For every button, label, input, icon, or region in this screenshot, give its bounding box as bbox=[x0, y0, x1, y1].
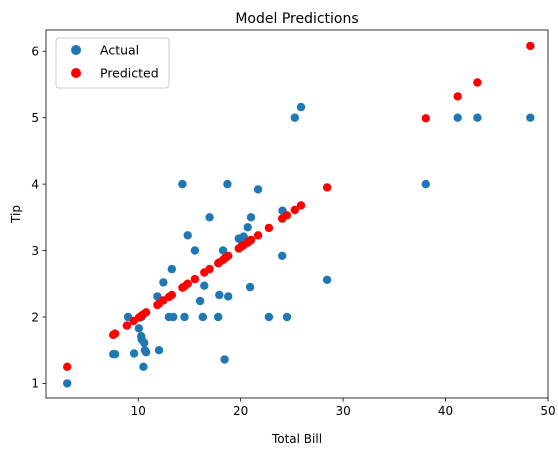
data-point-actual bbox=[473, 113, 482, 122]
data-point-actual bbox=[183, 231, 192, 240]
y-tick-label: 4 bbox=[31, 177, 39, 191]
data-point-actual bbox=[129, 349, 139, 358]
x-tick-label: 20 bbox=[233, 404, 248, 418]
y-tick-label: 5 bbox=[31, 111, 39, 125]
data-point-actual bbox=[215, 290, 224, 300]
legend: Actual Predicted bbox=[55, 37, 170, 89]
data-point-actual bbox=[220, 355, 229, 364]
data-point-actual bbox=[180, 312, 189, 322]
data-point-predicted bbox=[264, 223, 274, 233]
data-point-predicted bbox=[282, 211, 292, 220]
data-point-actual bbox=[322, 275, 332, 284]
x-tick-label: 40 bbox=[438, 404, 453, 418]
legend-box bbox=[55, 37, 170, 89]
data-point-actual bbox=[290, 113, 299, 122]
axes-frame bbox=[45, 29, 549, 399]
data-point-actual bbox=[453, 113, 462, 122]
data-point-actual bbox=[223, 179, 232, 189]
data-point-actual bbox=[214, 312, 223, 322]
plot-area bbox=[62, 41, 535, 388]
data-point-actual bbox=[195, 296, 205, 306]
data-point-actual bbox=[198, 312, 207, 322]
chart-title: Model Predictions bbox=[235, 11, 358, 27]
y-axis-label: Tip bbox=[9, 205, 23, 224]
data-point-actual bbox=[154, 346, 164, 355]
y-tick-label: 3 bbox=[31, 244, 39, 258]
data-point-actual bbox=[167, 264, 176, 274]
legend-label-predicted: Predicted bbox=[100, 66, 159, 81]
data-point-actual bbox=[264, 312, 274, 322]
axis-ticks: 10 20 30 40 50 1 2 3 4 5 6 bbox=[31, 45, 555, 418]
data-point-predicted bbox=[453, 92, 462, 101]
data-point-actual bbox=[253, 185, 263, 194]
legend-marker-predicted bbox=[71, 68, 81, 78]
data-point-predicted bbox=[167, 290, 176, 300]
data-point-actual bbox=[200, 281, 209, 290]
data-point-actual bbox=[224, 292, 233, 301]
x-tick-label: 30 bbox=[335, 404, 350, 418]
data-point-predicted bbox=[322, 183, 332, 192]
legend-label-actual: Actual bbox=[100, 43, 139, 58]
data-point-actual bbox=[159, 278, 168, 287]
data-point-actual bbox=[246, 213, 256, 222]
y-tick-label: 2 bbox=[31, 310, 39, 324]
data-point-actual bbox=[205, 213, 214, 222]
data-point-actual bbox=[153, 292, 162, 301]
data-point-actual bbox=[296, 102, 306, 112]
data-point-actual bbox=[134, 324, 144, 333]
x-axis-label: Total Bill bbox=[271, 432, 322, 446]
data-point-predicted bbox=[421, 114, 430, 123]
data-point-predicted bbox=[296, 201, 306, 210]
data-point-predicted bbox=[473, 78, 482, 87]
data-point-actual bbox=[278, 251, 287, 260]
data-point-actual bbox=[190, 246, 200, 255]
data-point-predicted bbox=[110, 329, 120, 338]
data-point-actual bbox=[526, 113, 535, 122]
data-point-predicted bbox=[141, 308, 151, 317]
data-point-predicted bbox=[246, 235, 256, 245]
data-point-actual bbox=[169, 312, 178, 322]
data-point-actual bbox=[62, 379, 72, 388]
data-point-predicted bbox=[224, 251, 233, 260]
data-point-actual bbox=[178, 179, 187, 189]
data-point-predicted bbox=[526, 41, 535, 51]
data-point-actual bbox=[245, 282, 255, 292]
data-point-predicted bbox=[290, 205, 299, 215]
data-point-actual bbox=[141, 348, 151, 357]
y-tick-label: 1 bbox=[31, 377, 39, 391]
data-point-predicted bbox=[62, 362, 72, 371]
data-point-actual bbox=[243, 223, 252, 232]
data-point-predicted bbox=[183, 279, 192, 288]
data-point-actual bbox=[282, 312, 292, 322]
x-tick-label: 50 bbox=[540, 404, 555, 418]
data-point-actual bbox=[239, 232, 248, 241]
data-point-actual bbox=[140, 338, 149, 348]
data-point-actual bbox=[110, 350, 120, 359]
legend-marker-actual bbox=[71, 45, 81, 55]
data-point-predicted bbox=[253, 231, 263, 240]
data-point-actual bbox=[139, 362, 148, 371]
data-point-predicted bbox=[122, 321, 132, 330]
data-point-actual bbox=[421, 179, 430, 189]
y-tick-label: 6 bbox=[31, 45, 39, 59]
data-point-predicted bbox=[205, 264, 214, 274]
data-point-predicted bbox=[190, 274, 200, 284]
x-tick-label: 10 bbox=[131, 404, 146, 418]
data-point-actual bbox=[218, 246, 228, 255]
